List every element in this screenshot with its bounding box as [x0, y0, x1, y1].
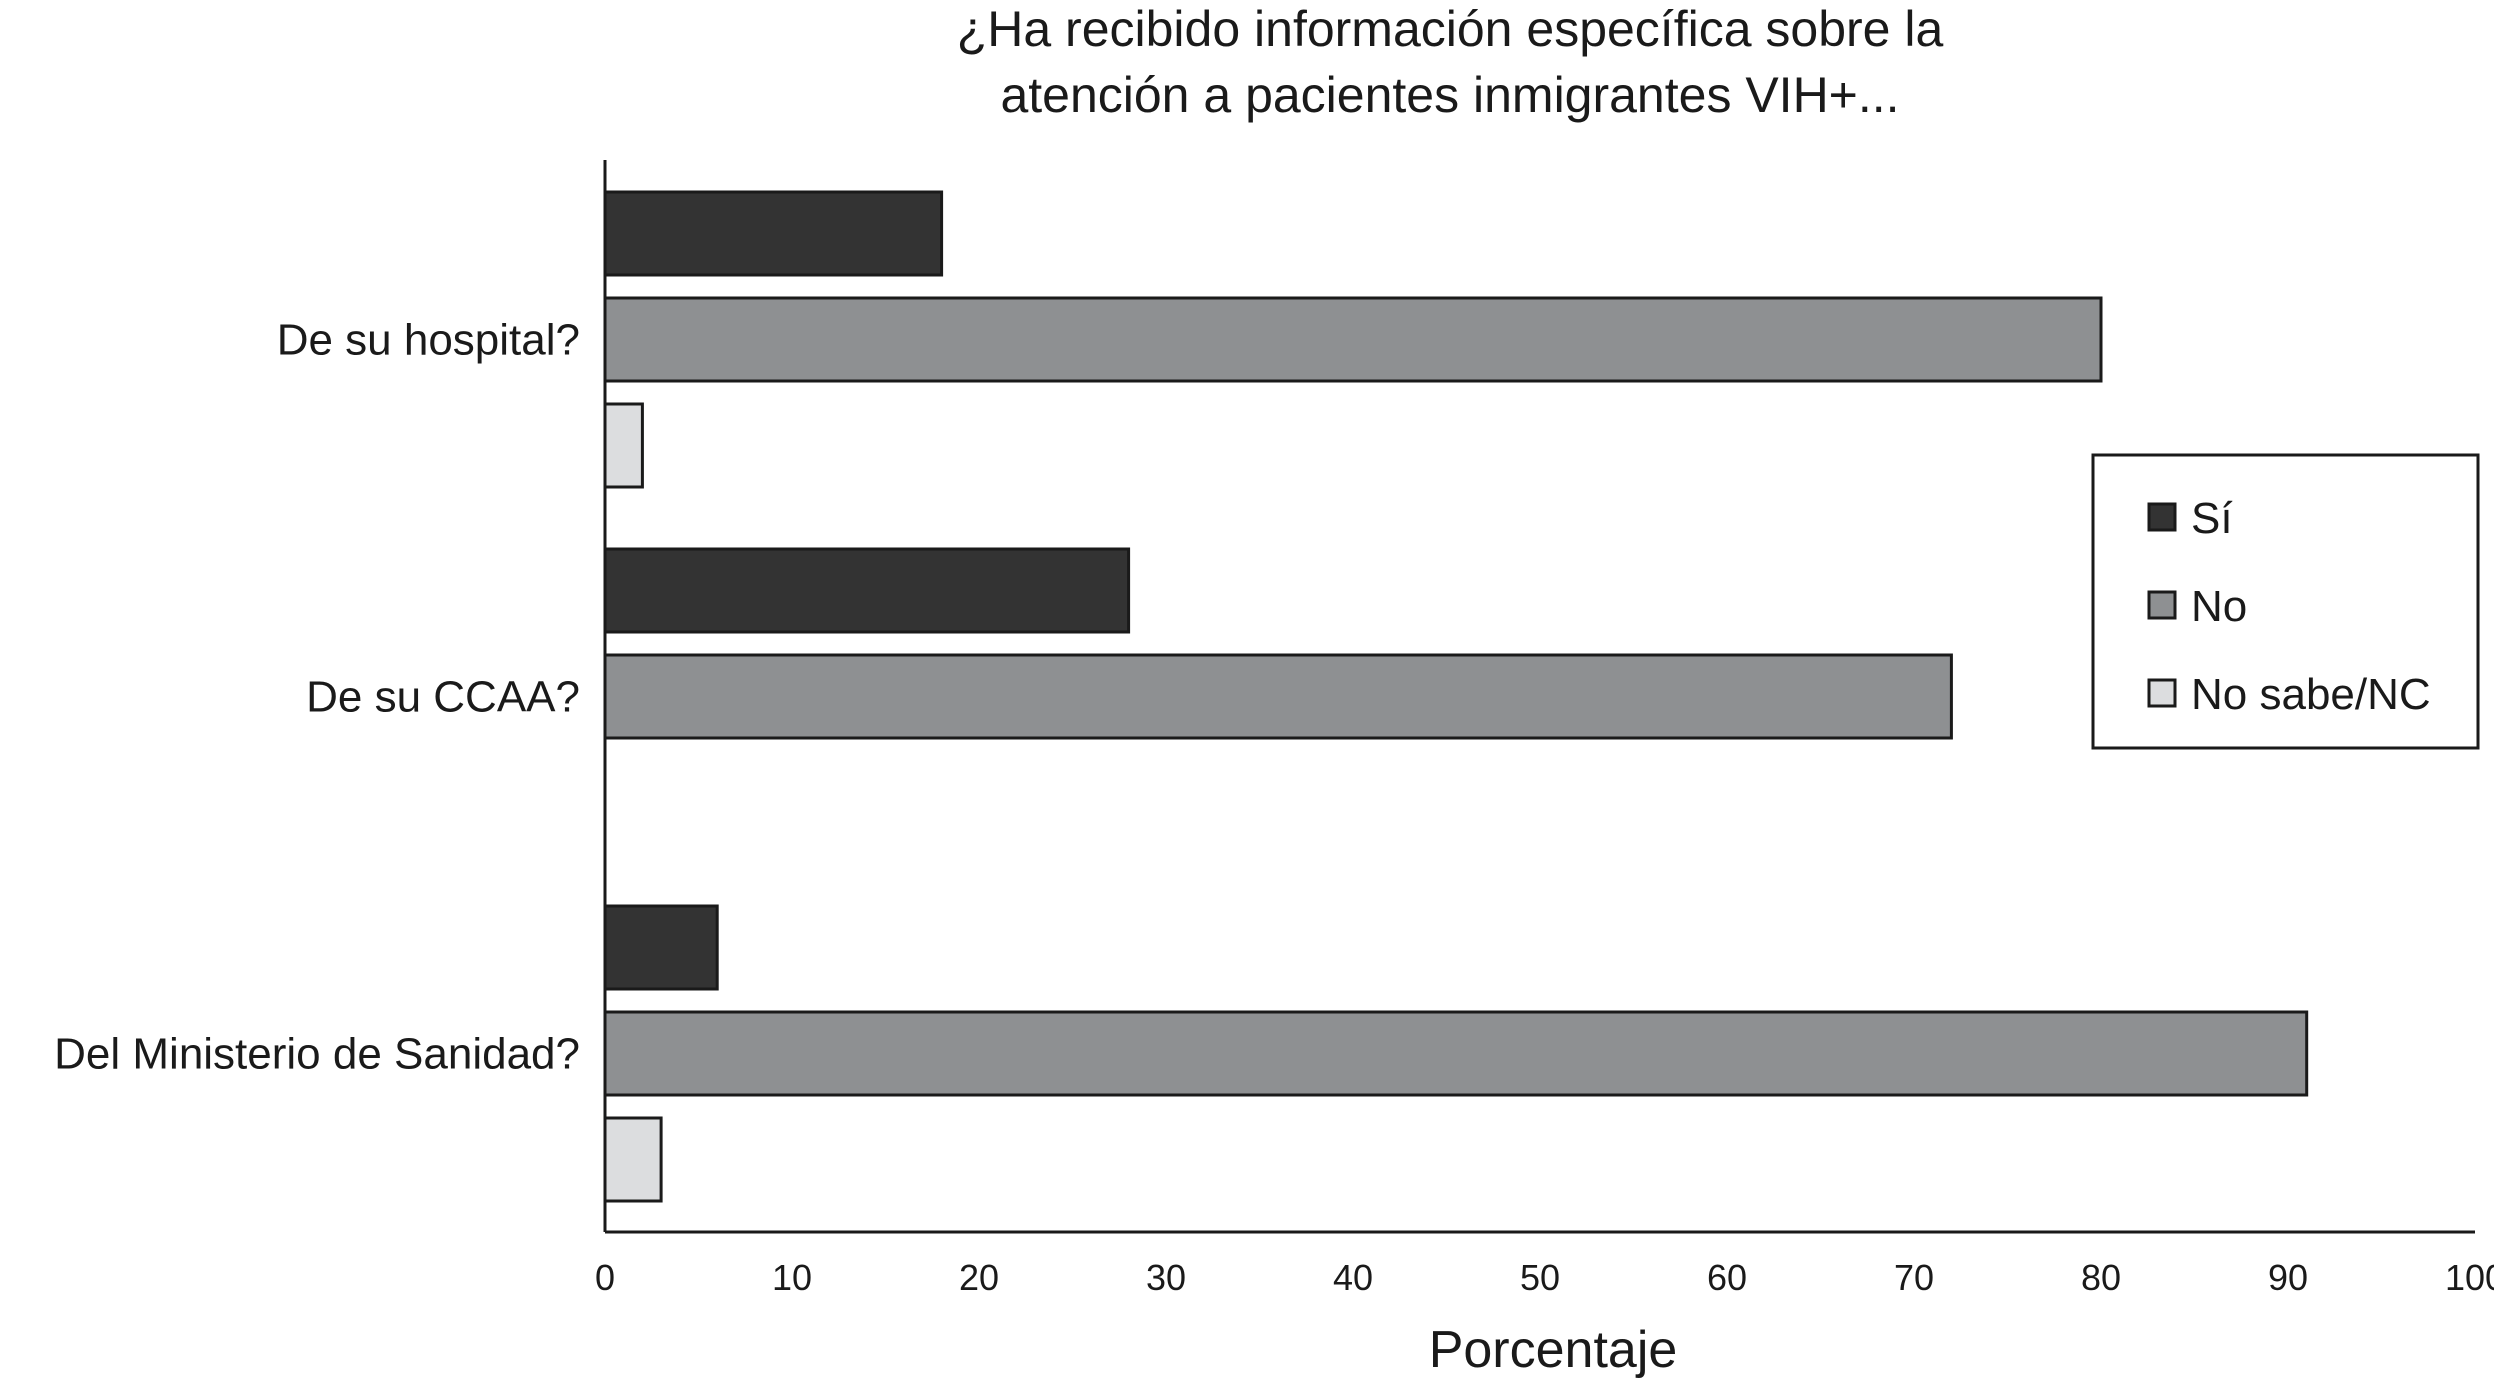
- x-tick-label-40: 40: [1333, 1257, 1373, 1298]
- bar-2-2: [603, 653, 1953, 740]
- legend-swatch-2: [2147, 590, 2177, 620]
- legend-label-2: No: [2191, 582, 2247, 631]
- x-tick-label-20: 20: [959, 1257, 999, 1298]
- x-tick-label-0: 0: [595, 1257, 615, 1298]
- category-label-2: De su CCAA?: [306, 673, 580, 722]
- legend-label-1: Sí: [2191, 494, 2233, 543]
- bar-1-2: [603, 296, 2103, 383]
- x-tick-label-50: 50: [1520, 1257, 1560, 1298]
- bar-3-3: [603, 1116, 663, 1203]
- bar-3-1: [603, 904, 719, 991]
- x-tick-label-60: 60: [1707, 1257, 1747, 1298]
- x-tick-label-10: 10: [772, 1257, 812, 1298]
- bar-2-1: [603, 547, 1131, 634]
- x-tick-label-30: 30: [1146, 1257, 1186, 1298]
- x-tick-label-80: 80: [2081, 1257, 2121, 1298]
- legend-items: Sí No No sabe/NC: [2147, 494, 2431, 719]
- x-axis-title: Porcentaje: [1429, 1321, 1678, 1379]
- category-label-3: Del Ministerio de Sanidad?: [54, 1030, 580, 1079]
- chart-title-line-2: atención a pacientes inmigrantes VIH+...: [1000, 67, 1899, 123]
- axes-layer: [603, 160, 2475, 1234]
- x-axis-ticks: 0 10 20 30 40 50 60 70 80 90 100: [595, 1257, 2494, 1298]
- bar-1-1: [603, 190, 944, 277]
- bars-layer: [603, 190, 2309, 1203]
- bar-1-3: [603, 402, 644, 489]
- category-label-1: De su hospital?: [277, 316, 580, 365]
- legend-label-3: No sabe/NC: [2191, 670, 2431, 719]
- x-tick-label-100: 100: [2445, 1257, 2494, 1298]
- bar-3-2: [603, 1010, 2309, 1097]
- x-tick-label-90: 90: [2268, 1257, 2308, 1298]
- legend-swatch-3: [2147, 678, 2177, 708]
- legend: Sí No No sabe/NC: [2091, 453, 2480, 750]
- category-labels: De su hospital? De su CCAA? Del Ministerio…: [54, 316, 580, 1079]
- chart-title-line-1: ¿Ha recibido información específica sobr…: [957, 1, 1944, 57]
- x-tick-label-70: 70: [1894, 1257, 1934, 1298]
- legend-swatch-1: [2147, 502, 2177, 532]
- chart-title: ¿Ha recibido información específica sobr…: [957, 1, 1944, 123]
